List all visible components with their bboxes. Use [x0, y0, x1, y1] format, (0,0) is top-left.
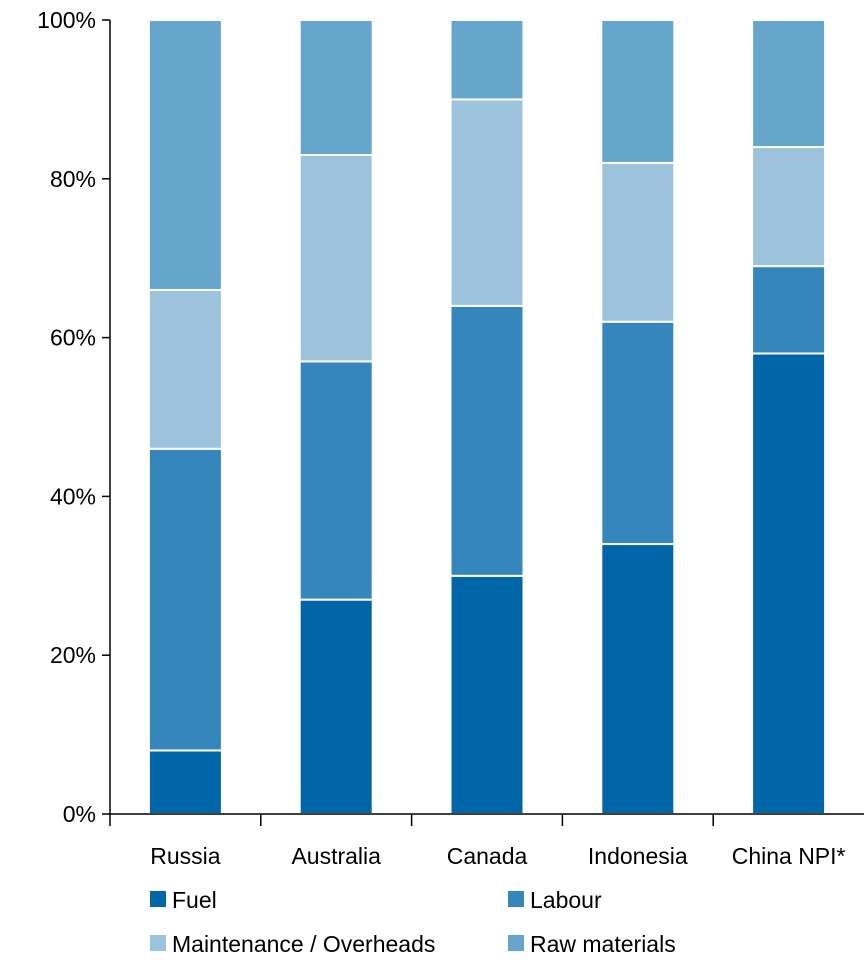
- bar-segment: [449, 574, 525, 815]
- bar-segment: [600, 320, 676, 546]
- bar-segment: [449, 98, 525, 307]
- bar-segment: [449, 304, 525, 577]
- bar-segment: [298, 360, 374, 601]
- legend-label: Labour: [530, 887, 602, 913]
- bar-segment: [298, 19, 374, 156]
- x-tick-label: Australia: [291, 843, 381, 869]
- legend-swatch: [508, 891, 524, 907]
- legend-swatch: [150, 891, 166, 907]
- bar-segment: [147, 749, 223, 815]
- bar-segment: [751, 146, 827, 268]
- legend-swatch: [150, 935, 166, 951]
- x-tick-label: Russia: [150, 843, 221, 869]
- y-tick-label: 0%: [63, 801, 96, 827]
- bar-segment: [600, 161, 676, 323]
- bar-segment: [147, 447, 223, 752]
- x-tick-label: Canada: [447, 843, 528, 869]
- legend-label: Fuel: [172, 887, 217, 913]
- legend-label: Maintenance / Overheads: [172, 931, 435, 957]
- bar-segment: [147, 19, 223, 291]
- bar-segment: [751, 19, 827, 149]
- legend-label: Raw materials: [530, 931, 676, 957]
- y-tick-label: 20%: [50, 642, 96, 668]
- legend: Fuel Labour Maintenance / Overheads Raw mat…: [150, 887, 676, 957]
- bars-group: [147, 19, 827, 815]
- bar-segment: [600, 543, 676, 815]
- bar-segment: [298, 153, 374, 363]
- axes-group: 0% 20% 40% 60% 80% 100% Russia Australia Canada I…: [37, 7, 864, 869]
- x-tick-label: Indonesia: [588, 843, 688, 869]
- y-tick-label: 100%: [37, 7, 96, 33]
- y-tick-label: 40%: [50, 483, 96, 509]
- bar-segment: [147, 288, 223, 450]
- bar-segment: [600, 19, 676, 164]
- y-tick-label: 60%: [50, 325, 96, 351]
- y-tick-label: 80%: [50, 166, 96, 192]
- x-tick-label: China NPI*: [732, 843, 846, 869]
- bar-segment: [751, 265, 827, 355]
- bar-segment: [298, 598, 374, 815]
- bar-segment: [751, 352, 827, 815]
- legend-swatch: [508, 935, 524, 951]
- bar-segment: [449, 19, 525, 101]
